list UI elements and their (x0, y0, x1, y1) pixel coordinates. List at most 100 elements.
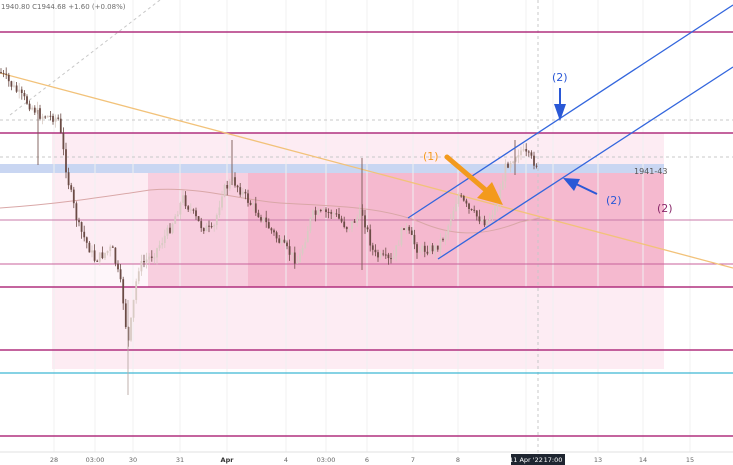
candle-body-3 (7, 74, 10, 82)
candle-body-78 (202, 228, 205, 232)
candle-body-91 (236, 185, 239, 188)
x-tick-label: 14 (639, 456, 647, 464)
candle-body-59 (153, 257, 156, 259)
candle-body-99 (257, 212, 260, 218)
candle-body-22 (57, 117, 60, 119)
candle-body-119 (309, 217, 312, 231)
candle-body-96 (249, 202, 252, 205)
candle-body-172 (447, 225, 450, 235)
candle-body-188 (488, 217, 491, 220)
ohlc-header: 1940.80 C1944.68 +1.60 (+0.08%) (1, 3, 126, 11)
candle-body-179 (465, 200, 468, 204)
candle-body-15 (39, 108, 41, 119)
candle-body-121 (314, 210, 317, 215)
candle-body-145 (377, 252, 379, 258)
candle-body-58 (150, 256, 153, 258)
candle-body-151 (392, 256, 395, 259)
blue-band (0, 164, 664, 173)
candle-body-71 (184, 195, 187, 207)
candle-body-108 (280, 239, 283, 243)
candle-body-152 (395, 245, 398, 256)
annotation-blue-top: (2) (552, 71, 568, 84)
candle-body-142 (369, 229, 372, 246)
candle-body-196 (509, 162, 512, 168)
x-tick-label: 13 (594, 456, 602, 464)
candle-body-25 (65, 149, 67, 173)
candle-body-88 (228, 181, 231, 189)
candle-body-12 (31, 107, 34, 110)
candle-body-105 (273, 230, 275, 233)
candle-body-137 (356, 217, 359, 223)
candle-body-83 (215, 215, 218, 226)
candle-body-90 (234, 177, 236, 186)
candle-body-164 (426, 251, 429, 254)
candle-body-140 (364, 215, 366, 228)
blue-arrow-down (554, 88, 566, 121)
candle-body-169 (439, 239, 442, 250)
annotation-purple: (2) (657, 202, 673, 215)
candle-body-24 (62, 132, 65, 150)
candle-body-75 (195, 210, 197, 217)
candle-body-122 (317, 210, 320, 215)
candle-body-163 (423, 245, 426, 252)
candle-body-13 (33, 107, 36, 113)
candle-body-17 (44, 116, 47, 118)
candle-body-113 (293, 252, 296, 264)
current-time-badge (511, 454, 565, 465)
candle-body-126 (327, 212, 330, 213)
candle-body-8 (20, 89, 23, 93)
x-tick-label: 4 (284, 456, 288, 464)
candle-body-187 (486, 220, 489, 226)
candle-body-184 (478, 216, 481, 222)
candle-body-33 (85, 237, 88, 243)
candle-body-40 (104, 252, 106, 259)
candle-body-180 (468, 203, 470, 209)
candle-body-114 (296, 262, 299, 264)
candle-body-97 (252, 203, 255, 205)
dotted-diagonal (9, 0, 161, 116)
candle-body-116 (301, 247, 304, 254)
candle-body-7 (18, 89, 21, 92)
candle-body-63 (163, 235, 166, 243)
candle-body-195 (507, 163, 509, 168)
candle-body-189 (491, 215, 494, 218)
grid-lines (53, 0, 691, 452)
candle-body-144 (374, 249, 377, 253)
candle-body-118 (306, 230, 309, 243)
candle-body-181 (470, 209, 473, 210)
candle-body-182 (473, 209, 476, 211)
candle-body-50 (130, 317, 132, 341)
x-axis-ticks: 28 03:00 30 31 Apr 4 03:00 6 7 8 11 Apr '22 17:00 13… (50, 456, 694, 464)
candle-body-183 (475, 210, 478, 217)
candle-body-55 (143, 261, 145, 263)
candle-body-165 (429, 245, 431, 254)
candle-body-51 (132, 299, 135, 318)
x-tick-label: 17:00 (544, 456, 563, 464)
candle-body-57 (148, 256, 151, 260)
candle-body-2 (5, 73, 8, 75)
candle-body-92 (239, 187, 242, 195)
candle-body-0 (0, 72, 2, 74)
candle-body-34 (88, 242, 91, 253)
candle-body-106 (275, 232, 278, 239)
candle-body-43 (111, 246, 114, 248)
candle-body-132 (343, 221, 346, 227)
candle-body-27 (70, 185, 73, 190)
candle-body-95 (247, 193, 249, 203)
candle-body-74 (192, 209, 195, 211)
candle-body-117 (304, 242, 307, 248)
candle-body-19 (49, 115, 52, 117)
candle-body-205 (533, 155, 535, 166)
candle-body-21 (54, 117, 57, 122)
candle-body-66 (171, 223, 174, 233)
candle-body-53 (137, 271, 140, 282)
candle-body-31 (80, 222, 83, 232)
candle-body-123 (319, 210, 322, 211)
candle-body-84 (218, 207, 221, 215)
candle-body-162 (421, 245, 424, 252)
candle-body-173 (449, 219, 452, 226)
candle-body-60 (156, 248, 158, 258)
candle-body-16 (41, 116, 44, 119)
candle-body-120 (312, 210, 314, 218)
